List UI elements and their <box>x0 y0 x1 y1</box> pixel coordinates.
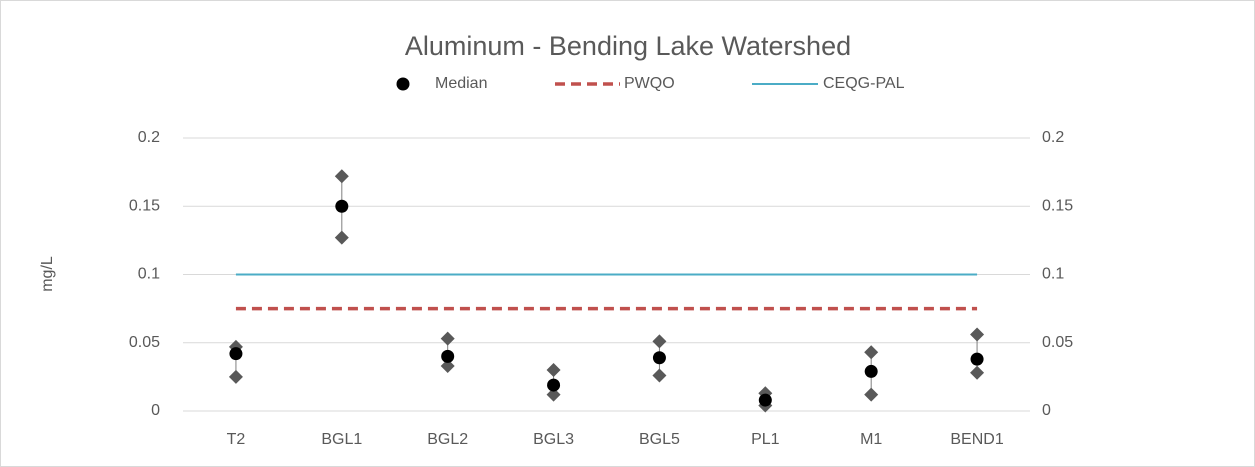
median-marker <box>758 393 772 407</box>
legend-label: CEQG-PAL <box>823 75 905 92</box>
y-tick-label: 0.05 <box>129 334 160 351</box>
y2-tick-label: 0 <box>1042 402 1051 419</box>
legend-label: PWQO <box>624 75 675 92</box>
x-tick-label: PL1 <box>751 431 780 448</box>
low-marker <box>970 365 985 380</box>
high-marker <box>970 327 985 342</box>
high-marker <box>334 169 349 184</box>
low-marker <box>546 387 561 402</box>
median-marker <box>864 364 878 378</box>
low-marker <box>228 369 243 384</box>
legend-marker <box>396 77 410 91</box>
y-tick-label: 0.15 <box>129 197 160 214</box>
x-tick-label: BGL5 <box>639 431 680 448</box>
y2-tick-label: 0.05 <box>1042 334 1073 351</box>
median-marker <box>970 352 984 366</box>
chart-title: Aluminum - Bending Lake Watershed <box>405 31 851 61</box>
high-marker <box>440 331 455 346</box>
median-marker <box>652 351 666 365</box>
y2-tick-label: 0.2 <box>1042 129 1064 146</box>
high-marker <box>652 334 667 349</box>
x-tick-label: M1 <box>860 431 882 448</box>
median-marker <box>229 347 243 361</box>
y-tick-label: 0.2 <box>138 129 160 146</box>
x-tick-label: T2 <box>227 431 246 448</box>
x-tick-label: BEND1 <box>950 431 1003 448</box>
low-marker <box>440 358 455 373</box>
y-axis-label: mg/L <box>39 256 56 292</box>
high-marker <box>546 363 561 378</box>
legend-label: Median <box>435 75 487 92</box>
y-tick-label: 0.1 <box>138 266 160 283</box>
x-tick-label: BGL2 <box>427 431 468 448</box>
high-marker <box>864 345 879 360</box>
y-tick-label: 0 <box>151 402 160 419</box>
low-marker <box>864 387 879 402</box>
median-marker <box>441 349 455 363</box>
y2-tick-label: 0.1 <box>1042 266 1064 283</box>
y2-tick-label: 0.15 <box>1042 197 1073 214</box>
x-tick-label: BGL1 <box>321 431 362 448</box>
low-marker <box>652 368 667 383</box>
median-marker <box>547 378 561 392</box>
x-tick-label: BGL3 <box>533 431 574 448</box>
low-marker <box>334 230 349 245</box>
median-marker <box>335 199 349 213</box>
